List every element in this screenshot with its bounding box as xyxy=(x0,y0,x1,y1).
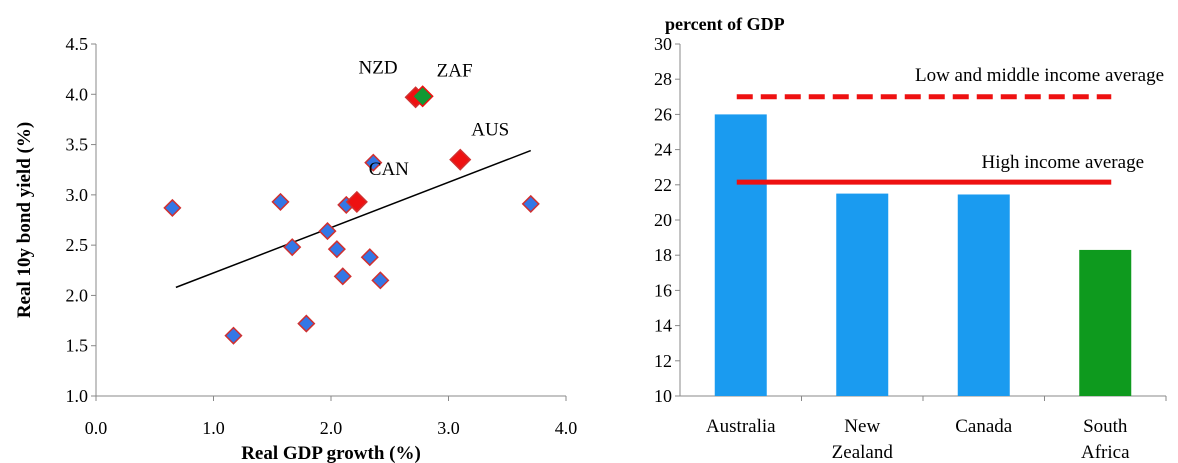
bar-category-label: Canada xyxy=(955,416,1013,437)
scatter-points xyxy=(163,85,540,345)
scatter-point xyxy=(271,192,290,211)
bars xyxy=(714,114,1132,397)
bar-y-tick-labels: 10 12 14 16 18 20 22 24 26 28 30 xyxy=(654,34,680,406)
bar xyxy=(1079,249,1132,396)
scatter-plot-area xyxy=(95,44,566,397)
scatter-y-tick-label: 2.0 xyxy=(66,285,89,305)
bar-y-tick-label: 18 xyxy=(654,245,672,265)
scatter-point-label: CAN xyxy=(369,159,409,180)
bar-y-tick-label: 20 xyxy=(654,210,672,230)
scatter-point xyxy=(364,153,383,172)
scatter-x-axis-title: Real GDP growth (%) xyxy=(241,443,421,463)
scatter-x-tick-label: 0.0 xyxy=(85,418,108,438)
scatter-point-label: AUS xyxy=(471,120,509,141)
bar-category-label: Africa xyxy=(1081,442,1130,463)
trendline xyxy=(175,149,532,289)
reference-line-label: High income average xyxy=(982,152,1144,173)
reference-line-label: Low and middle income average xyxy=(915,65,1164,86)
bar xyxy=(714,114,767,397)
scatter-y-tick-label: 1.5 xyxy=(66,336,89,356)
scatter-y-tick-label: 3.5 xyxy=(66,135,89,155)
scatter-x-tick-labels: 0.0 1.0 2.0 3.0 4.0 xyxy=(85,396,578,438)
scatter-y-tick-label: 4.0 xyxy=(66,84,89,104)
scatter-point xyxy=(283,238,302,257)
bar-y-tick-label: 28 xyxy=(654,69,672,89)
scatter-x-tick-label: 4.0 xyxy=(555,418,578,438)
scatter-y-tick-label: 4.5 xyxy=(66,34,89,54)
scatter-point-label: NZD xyxy=(359,57,398,78)
scatter-point xyxy=(360,248,379,267)
bar xyxy=(836,193,889,396)
scatter-point xyxy=(327,240,346,259)
scatter-trendline xyxy=(175,149,532,289)
bar-chart-title: percent of GDP xyxy=(665,14,785,34)
scatter-point xyxy=(163,198,182,217)
bar-y-tick-label: 16 xyxy=(654,280,672,300)
bar xyxy=(957,194,1010,396)
bar-category-labels: Australia New Zealand Canada South Africa xyxy=(706,396,1167,463)
bar-y-tick-label: 22 xyxy=(654,175,672,195)
bar-y-tick-label: 14 xyxy=(654,316,672,336)
scatter-point xyxy=(318,222,337,241)
scatter-x-tick-label: 1.0 xyxy=(202,418,225,438)
scatter-point-label: ZAF xyxy=(437,60,473,81)
bar-chart: percent of GDP 10 12 14 16 18 20 22 24 26 28 30 Lo… xyxy=(654,14,1167,463)
scatter-chart: 1.0 1.5 2.0 2.5 3.0 3.5 4.0 4.5 0.0 1.0 2.0 3.0 4.0… xyxy=(14,34,578,463)
scatter-point xyxy=(371,271,390,290)
scatter-point xyxy=(333,267,352,286)
scatter-point xyxy=(224,326,243,345)
scatter-point-labels: CAN AUS NZD ZAF xyxy=(359,57,510,180)
bar-y-tick-label: 26 xyxy=(654,104,672,124)
bar-category-label: New xyxy=(844,416,880,437)
scatter-x-tick-label: 2.0 xyxy=(320,418,343,438)
scatter-y-tick-label: 3.0 xyxy=(66,185,89,205)
scatter-point xyxy=(345,190,368,213)
scatter-point xyxy=(411,85,434,108)
bar-y-tick-label: 10 xyxy=(654,386,672,406)
bar-category-label: Australia xyxy=(706,416,776,437)
bar-y-tick-label: 24 xyxy=(654,140,672,160)
bar-y-tick-label: 30 xyxy=(654,34,672,54)
scatter-y-tick-label: 2.5 xyxy=(66,235,89,255)
bar-category-label: Zealand xyxy=(832,442,894,463)
bar-category-label: South xyxy=(1083,416,1128,437)
reference-lines: Low and middle income average High income… xyxy=(736,65,1164,185)
scatter-y-tick-labels: 1.0 1.5 2.0 2.5 3.0 3.5 4.0 4.5 xyxy=(66,34,96,406)
scatter-point xyxy=(449,148,472,171)
scatter-y-tick-label: 1.0 xyxy=(66,386,89,406)
scatter-y-axis-title: Real 10y bond yield (%) xyxy=(14,122,35,318)
scatter-point xyxy=(521,194,540,213)
scatter-x-tick-label: 3.0 xyxy=(437,418,460,438)
bar-y-tick-label: 12 xyxy=(654,351,672,371)
scatter-point xyxy=(297,314,316,333)
